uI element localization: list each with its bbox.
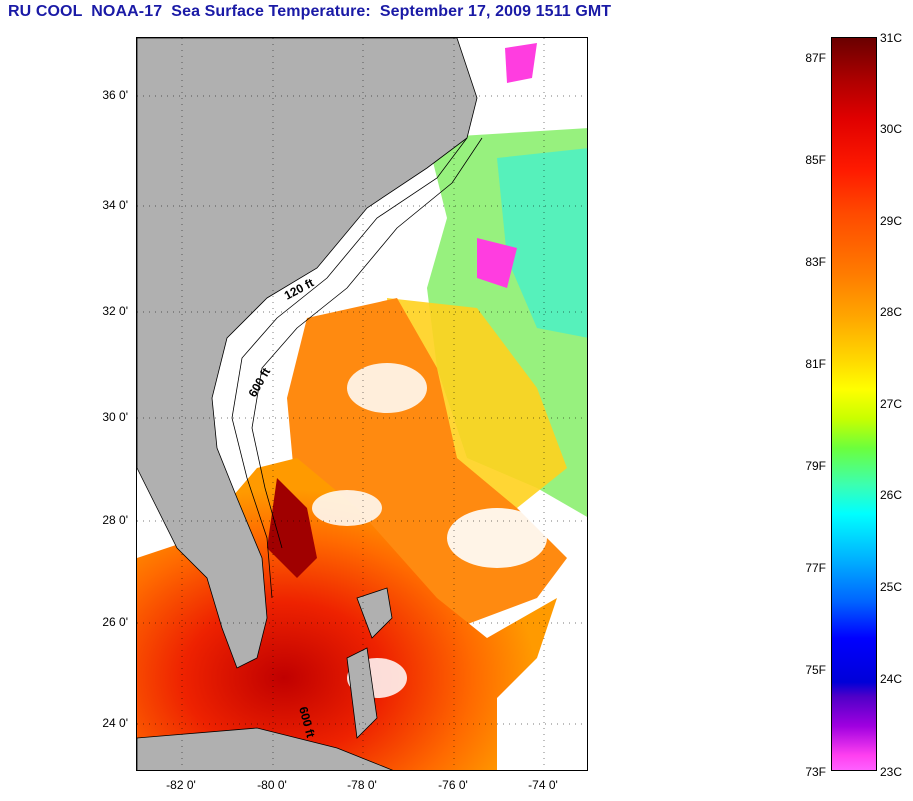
land-southeast-us: [137, 38, 478, 669]
colorbar-c-label: 30C: [880, 122, 903, 136]
colorbar-c-label: 27C: [880, 397, 903, 411]
temperature-colorbar: [831, 37, 877, 771]
contour-120ft: [231, 137, 468, 599]
sst-map-graphic: 120 ft 600 ft 600 ft: [137, 38, 587, 770]
sst-hot-spot: [267, 478, 317, 578]
colorbar-c-label: 31C: [880, 31, 903, 45]
lat-label: 30 0': [102, 410, 128, 424]
contour-600ft: [251, 137, 483, 549]
colorbar-f-label: 79F: [805, 459, 826, 473]
colorbar-c-label: 25C: [880, 580, 903, 594]
lon-label: -80 0': [257, 778, 287, 792]
sst-pink-patch: [477, 238, 517, 288]
colorbar-c-label: 24C: [880, 672, 903, 686]
land-bahamas: [356, 587, 393, 639]
lon-label: -76 0': [438, 778, 468, 792]
colorbar-f-label: 87F: [805, 51, 826, 65]
colorbar-f-label: 85F: [805, 153, 826, 167]
land-andros: [346, 647, 378, 739]
lon-label: -82 0': [166, 778, 196, 792]
lat-label: 24 0': [102, 716, 128, 730]
map-title: RU COOL NOAA-17 Sea Surface Temperature:…: [8, 3, 612, 20]
colorbar-f-label: 75F: [805, 663, 826, 677]
colorbar-c-label: 26C: [880, 488, 903, 502]
sst-cyan-region: [497, 148, 587, 338]
lon-label: -78 0': [347, 778, 377, 792]
lat-label: 36 0': [102, 88, 128, 102]
lat-label: 26 0': [102, 615, 128, 629]
colorbar-f-label: 83F: [805, 255, 826, 269]
colorbar-c-label: 23C: [880, 765, 903, 779]
colorbar-c-label: 29C: [880, 214, 903, 228]
colorbar-f-label: 73F: [805, 765, 826, 779]
colorbar-c-label: 28C: [880, 305, 903, 319]
colorbar-f-label: 81F: [805, 357, 826, 371]
lat-label: 28 0': [102, 513, 128, 527]
sst-map: 120 ft 600 ft 600 ft: [136, 37, 588, 771]
colorbar-f-label: 77F: [805, 561, 826, 575]
lat-label: 32 0': [102, 304, 128, 318]
lat-label: 34 0': [102, 198, 128, 212]
lon-label: -74 0': [528, 778, 558, 792]
sst-pink-patch-north: [505, 43, 537, 83]
land-cuba: [137, 727, 394, 770]
